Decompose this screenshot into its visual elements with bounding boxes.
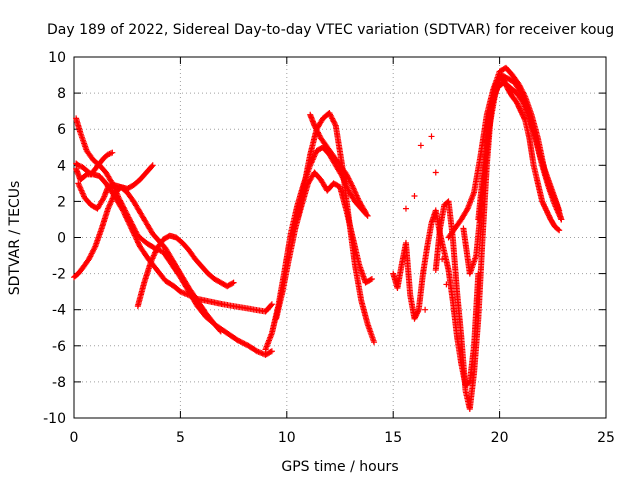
x-tick-label: 5	[176, 430, 185, 446]
series-scattered	[402, 133, 450, 313]
y-tick-label: 10	[48, 50, 66, 66]
x-tick-label: 25	[597, 430, 615, 446]
y-tick-label: -6	[52, 339, 66, 355]
x-axis-title: GPS time / hours	[281, 459, 398, 475]
y-axis-title: SDTVAR / TECUs	[7, 181, 23, 296]
series-track-e	[71, 162, 156, 281]
series-track-i	[294, 109, 378, 346]
y-tick-label: -2	[52, 267, 66, 283]
series-track-c	[73, 149, 116, 178]
chart-title: Day 189 of 2022, Sidereal Day-to-day VTE…	[47, 22, 614, 38]
y-tick-label: -8	[52, 375, 66, 391]
x-tick-label: 20	[491, 430, 509, 446]
x-tick-label: 15	[384, 430, 402, 446]
y-tick-label: -10	[43, 411, 66, 427]
series-track-o	[475, 79, 565, 223]
series-track-l	[432, 73, 563, 412]
y-tick-label: 4	[57, 158, 66, 174]
x-tick-label: 10	[278, 430, 296, 446]
y-tick-label: 8	[57, 86, 66, 102]
series-track-a	[73, 165, 275, 315]
series-track-f	[134, 232, 237, 310]
y-tick-label: -4	[52, 303, 66, 319]
y-tick-labels: -10 -8 -6 -4 -2 0 2 4 6 8 10	[43, 50, 66, 427]
x-tick-label: 0	[70, 430, 79, 446]
data-marks	[71, 64, 565, 412]
x-tick-labels: 0 5 10 15 20 25	[70, 430, 615, 446]
series-track-j	[307, 111, 369, 216]
y-tick-label: 0	[57, 231, 66, 247]
series-track-k	[390, 207, 482, 389]
y-tick-label: 2	[57, 194, 66, 210]
series-track-d	[75, 180, 224, 335]
y-tick-label: 6	[57, 122, 66, 138]
axis-ticks	[73, 56, 607, 419]
